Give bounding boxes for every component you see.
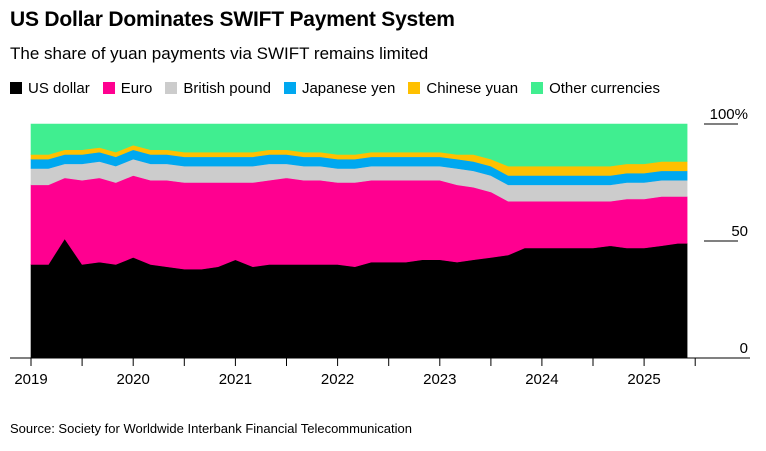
legend-item-us-dollar: US dollar: [10, 80, 90, 97]
legend-item-japanese-yen: Japanese yen: [283, 79, 396, 97]
x-tick-label-2025: 2025: [627, 371, 660, 388]
x-axis: 2019 2020 2021 2022 2023 2024 2025: [10, 357, 750, 388]
y-tick-label-0: 0: [740, 340, 748, 357]
x-tick-label-2019: 2019: [14, 371, 47, 388]
legend-label-us-dollar: US dollar: [28, 79, 90, 97]
legend-item-other-currencies: Other currencies: [531, 80, 660, 97]
legend-item-euro: Euro: [102, 79, 153, 97]
legend-swatch-other-currencies: [531, 82, 544, 94]
chart-subtitle: The share of yuan payments via SWIFT rem…: [10, 44, 429, 63]
stacked-area-chart: 100% 50 0 2019 2020 2021 2022 2023 2024 2025: [10, 106, 750, 388]
chart-title: US Dollar Dominates SWIFT Payment System: [10, 8, 455, 31]
legend-swatch-japanese-yen: [283, 82, 296, 94]
x-tick-label-2022: 2022: [321, 371, 354, 388]
y-axis: 100% 50 0: [704, 106, 748, 359]
legend-swatch-british-pound: [165, 82, 178, 94]
source-note: Source: Society for Worldwide Interbank …: [10, 421, 412, 436]
legend-swatch-chinese-yuan: [408, 82, 421, 94]
legend-item-british-pound: British pound: [165, 80, 271, 97]
legend-label-japanese-yen: Japanese yen: [301, 79, 396, 97]
legend-item-chinese-yuan: Chinese yuan: [408, 80, 518, 97]
legend-label-euro: Euro: [120, 79, 153, 97]
area-series-group: [30, 123, 688, 359]
legend-label-chinese-yuan: Chinese yuan: [426, 79, 519, 97]
y-tick-label-100: 100%: [710, 106, 748, 123]
y-tick-label-50: 50: [731, 223, 748, 240]
x-tick-label-2023: 2023: [423, 371, 456, 388]
area-other-currencies: [30, 123, 688, 167]
legend: US dollar Euro British pound Japanese yen Ch…: [10, 78, 660, 98]
x-tick-label-2020: 2020: [117, 371, 150, 388]
legend-label-other-currencies: Other currencies: [549, 79, 660, 97]
x-tick-label-2021: 2021: [219, 371, 252, 388]
x-tick-label-2024: 2024: [525, 371, 558, 388]
legend-swatch-euro: [102, 82, 115, 94]
legend-label-british-pound: British pound: [183, 79, 271, 97]
legend-swatch-us-dollar: [10, 82, 22, 94]
